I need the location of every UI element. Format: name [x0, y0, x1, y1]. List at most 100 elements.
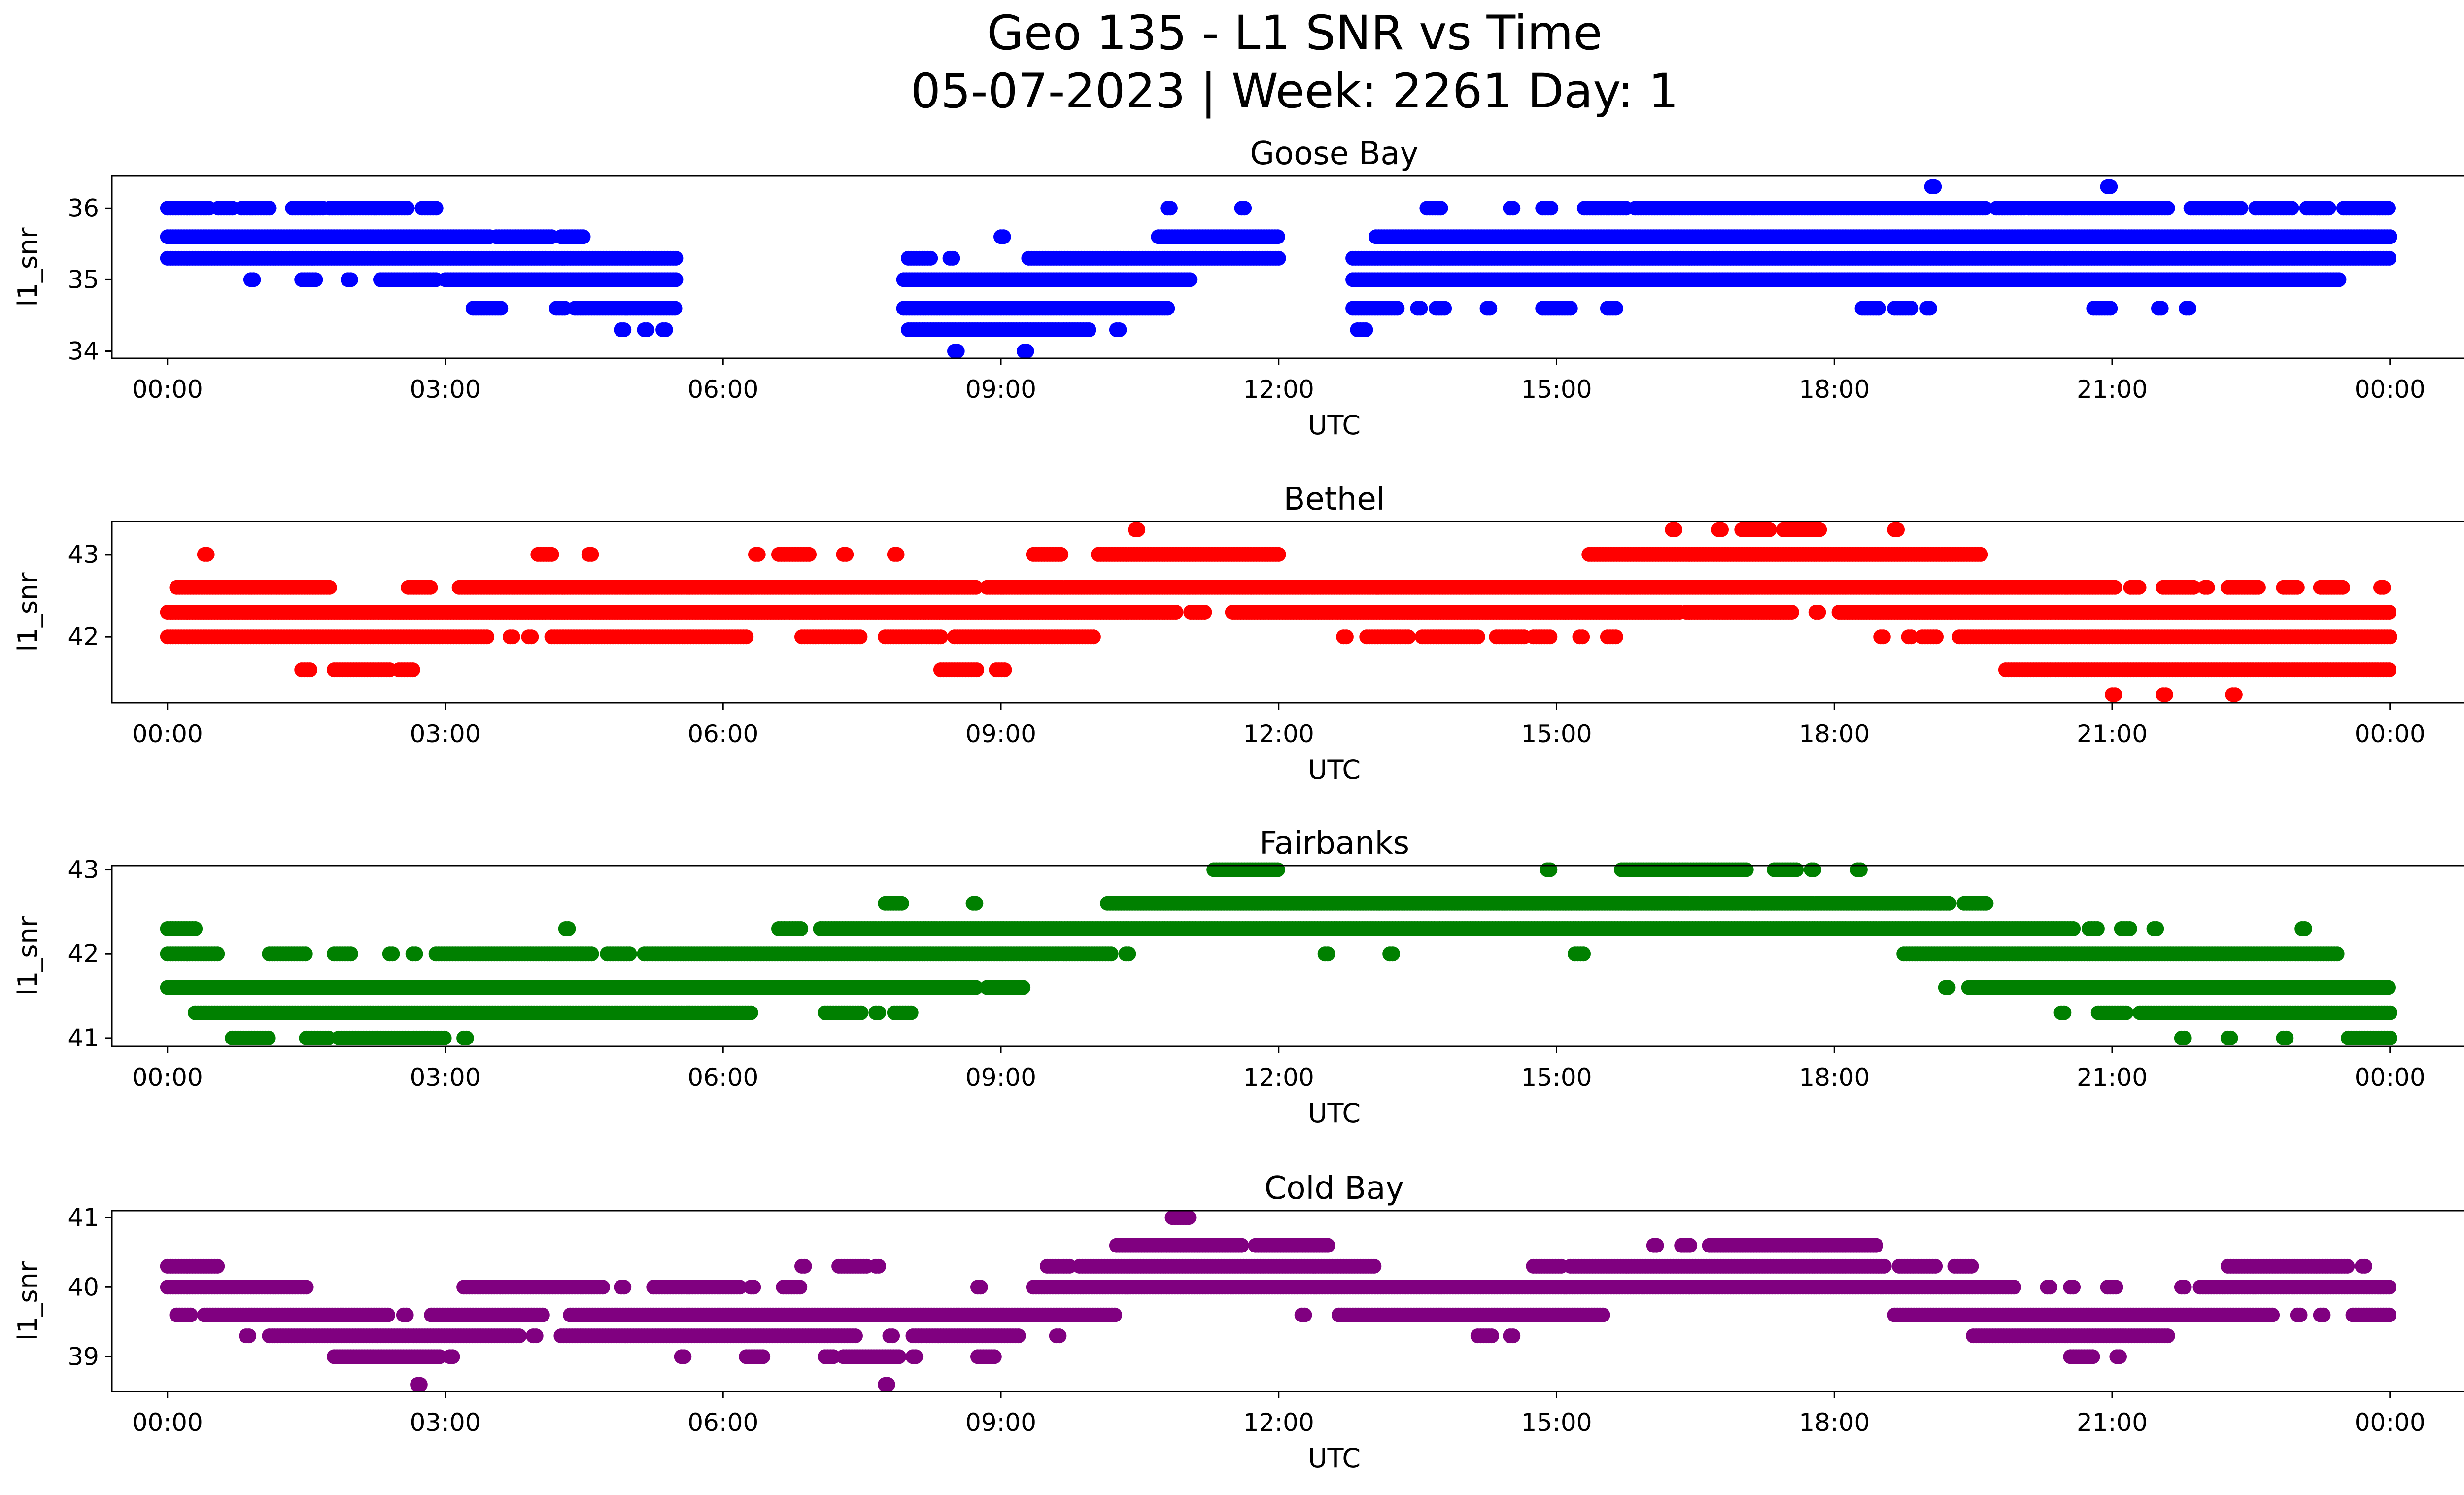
data-point: [1270, 229, 1285, 244]
y-axis-label: l1_snr: [12, 227, 43, 307]
data-point: [2227, 687, 2243, 702]
data-point: [1784, 605, 1799, 620]
x-tick-label: 21:00: [2077, 375, 2148, 404]
data-point: [493, 301, 509, 316]
data-point: [1978, 201, 1993, 216]
data-point: [1086, 629, 1101, 645]
data-point: [1237, 201, 1252, 216]
data-point: [322, 580, 337, 595]
data-point: [1163, 201, 1178, 216]
x-tick-label: 18:00: [1799, 375, 1870, 404]
data-point: [1904, 301, 1919, 316]
data-point: [2284, 201, 2299, 216]
x-tick-label: 21:00: [2077, 720, 2148, 748]
data-point: [1890, 522, 1905, 537]
data-point: [1876, 629, 1891, 645]
data-point: [1168, 605, 1184, 620]
data-point: [303, 662, 318, 678]
data-point: [1182, 272, 1198, 287]
data-point: [2103, 301, 2118, 316]
data-point: [933, 629, 948, 645]
data-point: [505, 629, 520, 645]
y-tick-label: 34: [68, 337, 99, 365]
data-point: [423, 580, 438, 595]
x-tick-label: 00:00: [2355, 375, 2426, 404]
data-point: [1542, 629, 1558, 645]
x-tick-label: 00:00: [132, 375, 203, 404]
data-point: [400, 201, 415, 216]
data-point: [1575, 629, 1590, 645]
data-point: [996, 229, 1011, 244]
data-point: [2251, 580, 2266, 595]
data-point: [405, 662, 420, 678]
y-tick-label: 35: [68, 265, 99, 294]
data-point: [1338, 629, 1354, 645]
data-point: [997, 662, 1012, 678]
x-tick-label: 18:00: [1799, 720, 1870, 748]
data-point: [839, 547, 854, 562]
data-point: [1197, 605, 1212, 620]
x-tick-label: 15:00: [1521, 720, 1592, 748]
data-point: [890, 547, 905, 562]
x-tick-label: 03:00: [410, 375, 480, 404]
data-point: [1812, 522, 1827, 537]
data-point: [1929, 629, 1944, 645]
data-point: [658, 322, 673, 337]
x-axis-label: UTC: [1308, 410, 1361, 441]
data-point: [2335, 580, 2350, 595]
data-point: [668, 250, 684, 266]
data-point: [584, 547, 599, 562]
x-tick-label: 06:00: [687, 375, 758, 404]
data-point: [1130, 522, 1146, 537]
data-point: [969, 662, 985, 678]
y-tick-label: 43: [68, 540, 99, 569]
data-point: [2160, 201, 2175, 216]
data-point: [428, 201, 444, 216]
y-tick-label: 42: [68, 623, 99, 651]
data-point: [1433, 201, 1448, 216]
data-point: [524, 629, 539, 645]
data-point: [2382, 629, 2397, 645]
data-point: [2382, 229, 2397, 244]
data-point: [1608, 629, 1623, 645]
x-tick-label: 09:00: [965, 720, 1036, 748]
data-point: [2107, 580, 2122, 595]
data-point: [1543, 201, 1559, 216]
data-point: [2131, 580, 2147, 595]
data-point: [1437, 301, 1452, 316]
x-tick-label: 15:00: [1521, 375, 1592, 404]
data-point: [1019, 344, 1034, 359]
data-point: [923, 250, 938, 266]
data-point: [1608, 301, 1623, 316]
data-point: [1762, 522, 1777, 537]
y-axis-label: l1_snr: [12, 572, 43, 652]
x-tick-label: 03:00: [410, 720, 480, 748]
x-tick-label: 09:00: [965, 375, 1036, 404]
data-point: [2331, 272, 2347, 287]
data-point: [1160, 301, 1175, 316]
subplot-title-goose-bay: Goose Bay: [1250, 136, 1419, 172]
data-point: [1112, 322, 1127, 337]
x-tick-label: 00:00: [132, 720, 203, 748]
data-point: [576, 229, 591, 244]
data-point: [2103, 179, 2118, 194]
data-point: [945, 250, 960, 266]
figure-title-line1: Geo 135 - L1 SNR vs Time: [987, 5, 1603, 61]
data-point: [853, 629, 868, 645]
data-point: [1811, 605, 1826, 620]
x-tick-label: 12:00: [1243, 720, 1314, 748]
data-point: [1563, 301, 1578, 316]
data-point: [2200, 580, 2215, 595]
data-point: [1081, 322, 1096, 337]
data-point: [2233, 201, 2249, 216]
data-point: [1470, 629, 1485, 645]
data-point: [2290, 580, 2305, 595]
data-point: [2158, 687, 2173, 702]
data-point: [1973, 547, 1988, 562]
data-point: [2321, 201, 2336, 216]
data-point: [751, 547, 766, 562]
data-point: [1390, 301, 1405, 316]
data-point: [544, 547, 559, 562]
data-point: [343, 272, 358, 287]
